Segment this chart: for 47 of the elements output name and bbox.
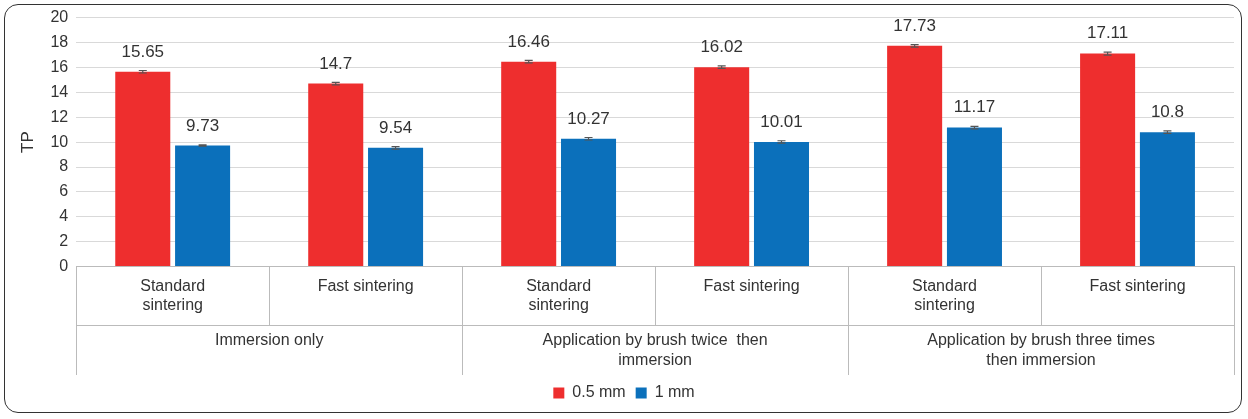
bar bbox=[694, 67, 750, 267]
data-label: 16.46 bbox=[507, 31, 550, 51]
y-tick-label: 0 bbox=[59, 257, 69, 275]
legend-label: 0.5 mm bbox=[572, 383, 626, 401]
y-tick-label: 12 bbox=[50, 107, 69, 125]
data-label: 10.01 bbox=[760, 111, 803, 131]
x-tick-label: Fast sintering bbox=[703, 276, 800, 294]
y-axis-title: TP bbox=[17, 131, 37, 153]
data-label: 9.54 bbox=[379, 117, 413, 137]
y-tick-label: 10 bbox=[50, 132, 69, 150]
bar bbox=[368, 147, 424, 267]
bar bbox=[115, 71, 171, 267]
y-tick-label: 14 bbox=[50, 82, 69, 100]
data-label: 16.02 bbox=[700, 37, 743, 57]
bar bbox=[501, 61, 557, 267]
data-label: 11.17 bbox=[953, 97, 996, 117]
bar bbox=[887, 45, 943, 267]
bar bbox=[753, 141, 810, 267]
data-label: 10.8 bbox=[1150, 102, 1184, 122]
y-tick-label: 18 bbox=[50, 32, 69, 50]
x-tick-label: Standard sintering bbox=[912, 276, 978, 313]
x-tick-label: Fast sintering bbox=[1089, 276, 1186, 294]
data-label: 15.65 bbox=[121, 41, 165, 61]
text: Application by brush twice then immersion bbox=[542, 331, 768, 369]
data-label: 10.27 bbox=[567, 108, 610, 128]
bar bbox=[308, 83, 364, 267]
y-tick-label: 16 bbox=[50, 57, 69, 75]
x-tick-label: Fast sintering bbox=[317, 276, 414, 294]
data-label: 17.73 bbox=[893, 15, 936, 35]
bar bbox=[946, 127, 1002, 267]
data-label: 17.11 bbox=[1086, 23, 1129, 43]
y-tick-label: 6 bbox=[59, 182, 69, 200]
y-tick-label: 20 bbox=[50, 8, 69, 26]
data-label: 9.73 bbox=[186, 116, 220, 136]
bar bbox=[1080, 53, 1136, 267]
x-tick-label: Standard sintering bbox=[140, 276, 206, 313]
y-tick-label: 2 bbox=[59, 232, 69, 250]
bar bbox=[175, 145, 231, 267]
text: Immersion only bbox=[214, 331, 324, 349]
y-tick-label: 8 bbox=[59, 157, 69, 175]
data-label: 14.7 bbox=[319, 53, 353, 73]
text: Application by brush three times then immersion bbox=[927, 331, 1155, 369]
legend-label: 1 mm bbox=[654, 383, 695, 401]
bar bbox=[1139, 132, 1195, 267]
bar bbox=[561, 138, 617, 267]
y-tick-label: 4 bbox=[59, 207, 69, 225]
x-tick-label: Standard sintering bbox=[526, 276, 592, 313]
